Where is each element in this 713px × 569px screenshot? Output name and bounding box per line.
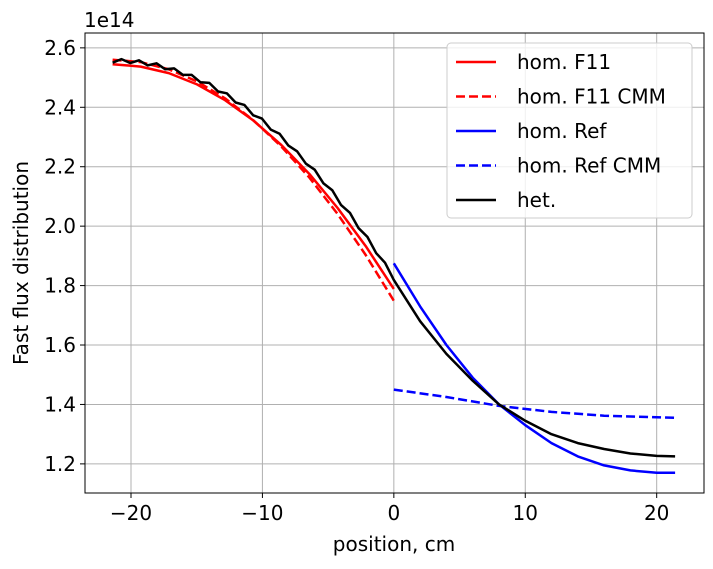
- legend-label: hom. F11 CMM: [517, 85, 666, 109]
- series-line-hom-ref: [392, 262, 676, 475]
- legend-label: het.: [517, 188, 556, 212]
- y-tick-label: 1.2: [44, 452, 76, 476]
- y-tick-label: 2.4: [44, 95, 76, 119]
- x-tick-label: 20: [644, 501, 669, 525]
- x-ticks: −20 −10 0 10 20: [110, 493, 669, 525]
- legend-label: hom. Ref CMM: [517, 154, 661, 178]
- x-tick-label: 10: [513, 501, 538, 525]
- legend-box: [446, 42, 693, 219]
- y-tick-label: 2.0: [44, 214, 76, 238]
- y-tick-label: 2.6: [44, 36, 76, 60]
- legend-label: hom. F11: [517, 50, 611, 74]
- series-line-hom-ref-cmm: [393, 388, 676, 420]
- plot-frame: [84, 32, 705, 494]
- y-tick-label: 1.8: [44, 274, 76, 298]
- series-group: [112, 57, 676, 475]
- legend-label: hom. Ref: [517, 119, 607, 143]
- y-tick-label: 2.2: [44, 155, 76, 179]
- y-ticks: 1.2 1.4 1.6 1.8 2.0 2.2 2.4 2.6: [44, 36, 85, 476]
- x-tick-label: −10: [241, 501, 283, 525]
- series-line-het: [112, 57, 676, 458]
- y-tick-label: 1.6: [44, 333, 76, 357]
- series-line-hom-f11-cmm: [112, 58, 395, 302]
- x-tick-label: −20: [110, 501, 152, 525]
- x-axis-label: position, cm: [333, 532, 455, 556]
- x-tick-label: 0: [387, 501, 400, 525]
- series-line-hom-f11: [112, 62, 395, 290]
- y-offset-label: 1e14: [84, 8, 134, 32]
- y-axis-label: Fast flux distribution: [9, 161, 33, 365]
- legend: hom. F11 hom. F11 CMM hom. Ref hom. Ref CMM…: [446, 42, 693, 219]
- y-tick-label: 1.4: [44, 392, 76, 416]
